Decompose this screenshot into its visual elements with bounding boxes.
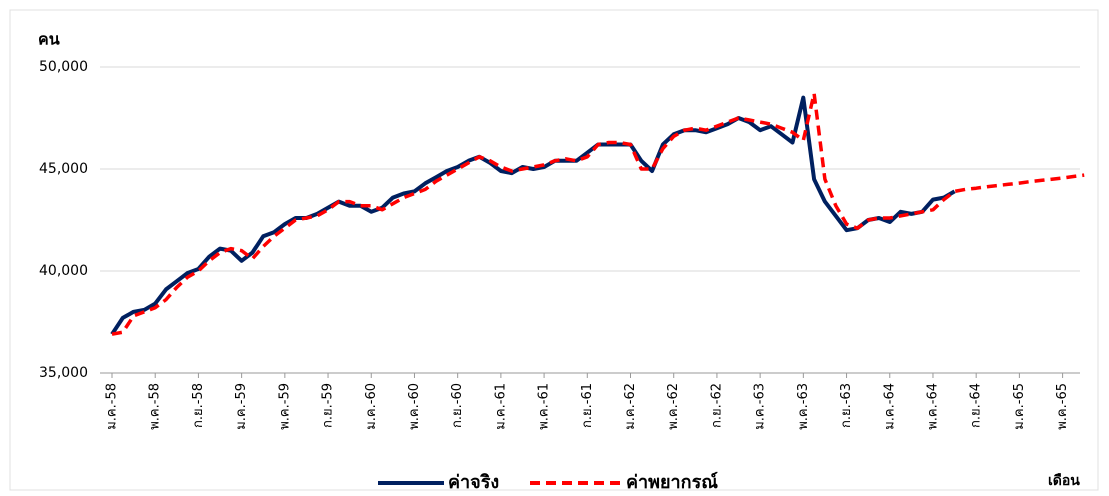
x-tick-label: ก.ย.-63 [839,383,854,428]
chart-frame [9,9,1099,491]
legend-label: ค่าจริง [448,472,499,493]
x-tick-label: ก.ย.-59 [321,383,336,428]
x-tick-label: พ.ค.-64 [925,383,940,430]
x-tick-label: พ.ค.-59 [277,383,292,430]
x-tick-label: พ.ค.-58 [148,383,163,430]
y-tick-label: 50,000 [39,59,88,75]
x-tick-label: ม.ค.-61 [493,383,508,430]
x-tick-label: พ.ค.-60 [407,383,422,430]
x-tick-label: ม.ค.-59 [234,383,249,430]
x-tick-label: ม.ค.-65 [1012,383,1027,430]
x-tick-label: ม.ค.-62 [623,383,638,430]
x-tick-label: ม.ค.-64 [882,383,897,430]
y-tick-label: 35,000 [39,365,88,381]
x-tick-label: พ.ค.-62 [666,383,681,430]
x-tick-label: ก.ย.-58 [191,383,206,428]
y-tick-label: 45,000 [39,161,88,177]
series-line [110,95,956,336]
x-tick-label: ม.ค.-63 [753,383,768,430]
x-tick-label: พ.ค.-65 [1055,383,1070,430]
x-tick-label: ก.ย.-64 [969,383,984,428]
x-tick-label: ม.ค.-58 [105,383,120,430]
x-tick-label: พ.ค.-61 [537,383,552,430]
x-tick-label: ก.ย.-62 [709,383,724,428]
x-axis-title: เดือน [1048,473,1080,489]
x-tick-label: พ.ค.-63 [796,383,811,430]
y-axis-title: คน [38,30,60,49]
x-tick-label: ก.ย.-60 [450,383,465,428]
series-line [111,91,1085,336]
y-tick-label: 40,000 [39,263,88,279]
x-tick-label: ก.ย.-61 [580,383,595,428]
x-tick-label: ม.ค.-60 [364,383,379,430]
legend-label: ค่าพยากรณ์ [626,471,718,493]
